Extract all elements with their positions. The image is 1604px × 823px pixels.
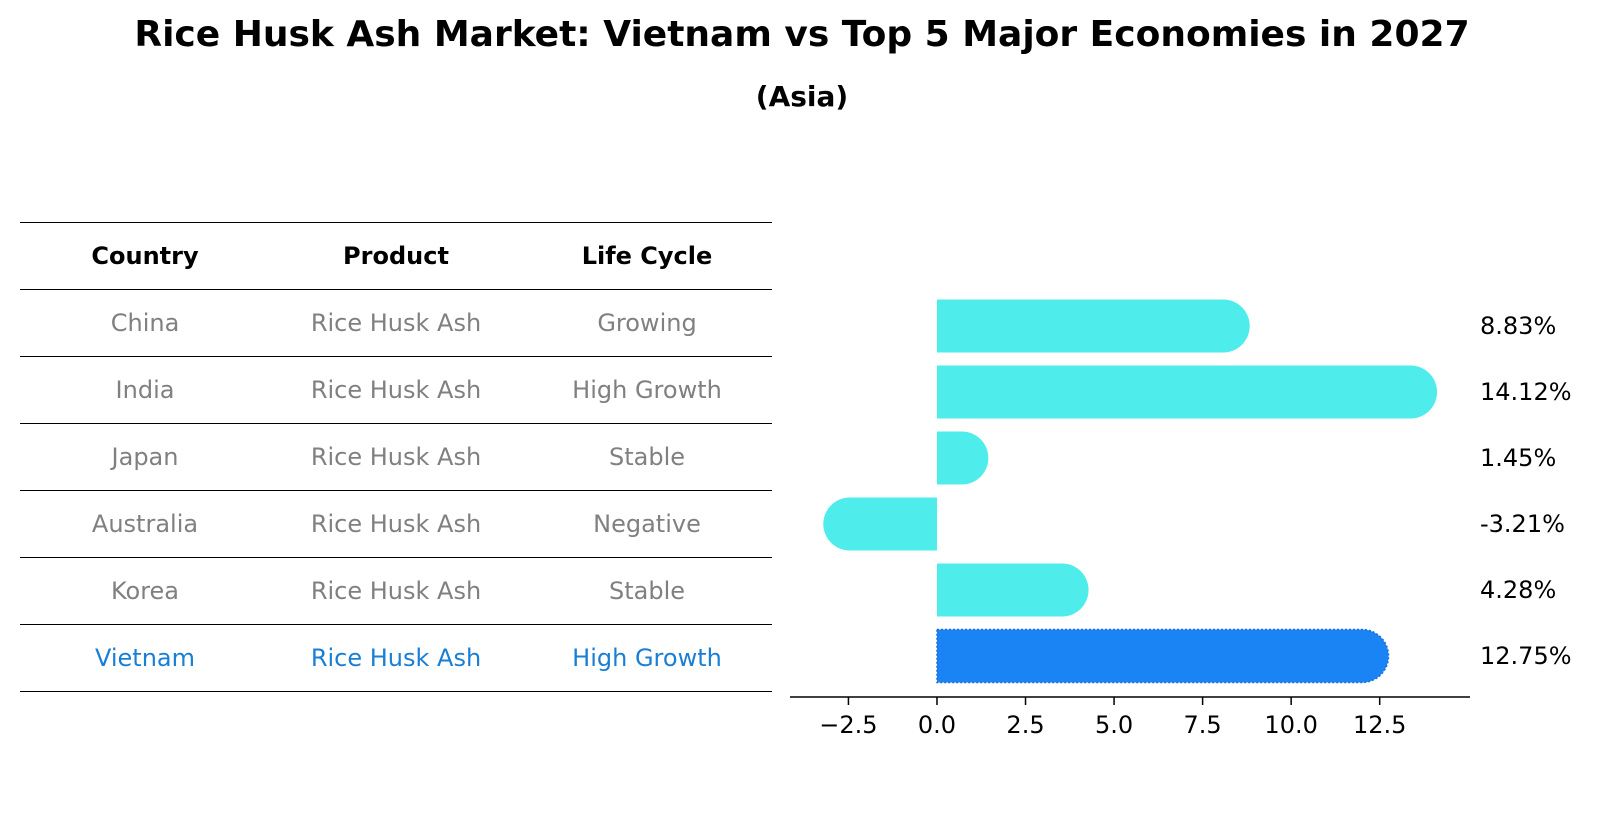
cell-life-cycle: High Growth xyxy=(572,376,722,404)
bar-china xyxy=(936,299,1250,353)
chart-title: Rice Husk Ash Market: Vietnam vs Top 5 M… xyxy=(134,14,1470,55)
cell-country: India xyxy=(115,376,175,404)
cell-life-cycle: Stable xyxy=(608,443,686,471)
data-table: Country Product Life Cycle China Rice Hu… xyxy=(20,222,772,692)
cell-country: China xyxy=(110,309,180,337)
x-tick-label: 5.0 xyxy=(1095,711,1133,739)
x-tick-label: −2.5 xyxy=(819,711,877,739)
bar-japan xyxy=(936,431,989,485)
cell-country: Australia xyxy=(91,510,199,538)
table-row: Korea Rice Husk Ash Stable xyxy=(20,557,772,624)
bar-korea xyxy=(936,563,1089,617)
chart-subtitle: (Asia) xyxy=(755,80,849,113)
cell-product: Rice Husk Ash xyxy=(310,376,482,404)
header-product: Product xyxy=(343,242,449,270)
bar-india xyxy=(936,365,1438,419)
bar-australia xyxy=(823,497,937,551)
bar-value-label: 14.12% xyxy=(1480,378,1572,406)
table-row: Australia Rice Husk Ash Negative xyxy=(20,490,772,557)
bar-value-label: 1.45% xyxy=(1480,444,1556,472)
table-header-row: Country Product Life Cycle xyxy=(20,222,772,289)
cell-life-cycle: Growing xyxy=(597,309,697,337)
x-tick-label: 10.0 xyxy=(1264,711,1317,739)
header-life-cycle: Life Cycle xyxy=(581,242,713,270)
cell-product: Rice Husk Ash xyxy=(310,644,482,672)
x-tick-label: 12.5 xyxy=(1353,711,1406,739)
bar-vietnam xyxy=(936,628,1390,684)
table-row: Japan Rice Husk Ash Stable xyxy=(20,423,772,490)
table-row-highlighted: Vietnam Rice Husk Ash High Growth xyxy=(20,624,772,692)
cell-country: Korea xyxy=(110,577,180,605)
bar-value-label: 8.83% xyxy=(1480,312,1556,340)
cell-country: Japan xyxy=(111,443,179,471)
bar-value-label: -3.21% xyxy=(1480,510,1565,538)
table-row: China Rice Husk Ash Growing xyxy=(20,289,772,356)
cell-product: Rice Husk Ash xyxy=(310,510,482,538)
cell-product: Rice Husk Ash xyxy=(310,443,482,471)
bar-value-label: 4.28% xyxy=(1480,576,1556,604)
cell-life-cycle: High Growth xyxy=(572,644,722,672)
x-tick-label: 7.5 xyxy=(1184,711,1222,739)
x-tick-label: 0.0 xyxy=(918,711,956,739)
bar-value-label: 12.75% xyxy=(1480,642,1572,670)
table-row: India Rice Husk Ash High Growth xyxy=(20,356,772,423)
cell-life-cycle: Stable xyxy=(608,577,686,605)
cell-country: Vietnam xyxy=(94,644,196,672)
cell-product: Rice Husk Ash xyxy=(310,577,482,605)
header-country: Country xyxy=(91,242,199,270)
x-tick-label: 2.5 xyxy=(1006,711,1044,739)
cell-product: Rice Husk Ash xyxy=(310,309,482,337)
cell-life-cycle: Negative xyxy=(593,510,701,538)
